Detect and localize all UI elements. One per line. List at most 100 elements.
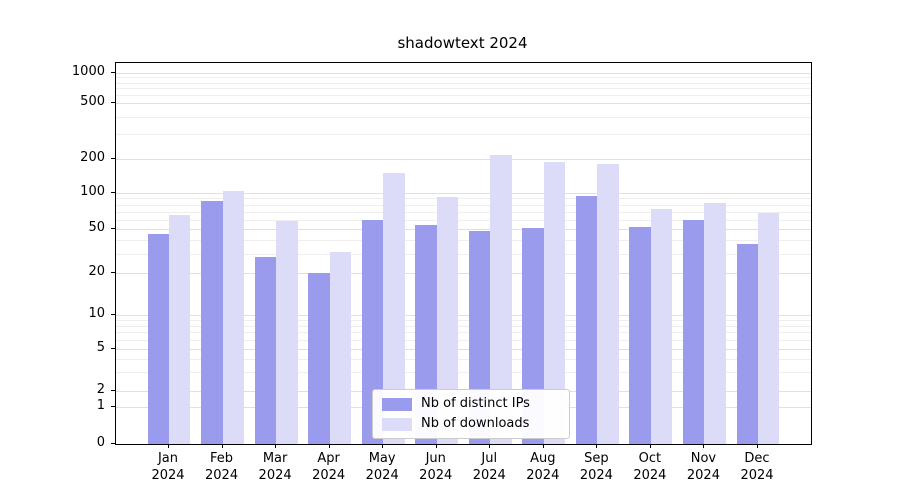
y-tick-mark (111, 228, 115, 230)
y-tick-mark (111, 348, 115, 350)
y-tick-mark (111, 191, 115, 193)
gridline-major (116, 272, 811, 274)
bar-downloads-jul (490, 154, 512, 444)
x-tick-mark (649, 444, 651, 448)
legend-label-downloads: Nb of downloads (421, 416, 530, 431)
bar-downloads-apr (329, 251, 352, 444)
y-tick-label: 50 (88, 220, 105, 236)
bar-downloads-aug (543, 161, 566, 444)
x-tick-label: Feb 2024 (205, 451, 239, 483)
x-tick-mark (542, 444, 544, 448)
legend-swatch-downloads (382, 417, 412, 431)
x-tick-mark (168, 444, 169, 448)
x-tick-label: Jun 2024 (419, 451, 453, 483)
y-tick-label: 200 (80, 150, 105, 165)
y-tick-label: 500 (80, 94, 105, 109)
y-tick-label: 1 (96, 398, 105, 414)
x-tick-label: Oct 2024 (633, 451, 667, 483)
x-tick-label: May 2024 (365, 451, 399, 483)
gridline-minor (116, 239, 811, 241)
y-tick-label: 5 (96, 340, 105, 356)
legend-item-downloads: Nb of downloads (382, 416, 560, 432)
bar-downloads-jan (169, 215, 191, 444)
bar-downloads-nov (704, 203, 726, 444)
gridline-minor (116, 134, 811, 136)
gridline-major (116, 72, 811, 74)
x-tick-mark (275, 444, 277, 448)
x-tick-label: Jul 2024 (472, 451, 506, 483)
y-tick-label: 10 (88, 305, 105, 321)
bar-distinct-ips-jan (147, 234, 169, 444)
gridline-minor (116, 372, 811, 374)
bar-distinct-ips-dec (736, 243, 758, 444)
gridline-major (116, 229, 811, 231)
bar-distinct-ips-mar (254, 256, 277, 444)
y-tick-mark (111, 271, 115, 273)
legend-item-distinct-ips: Nb of distinct IPs (382, 396, 560, 412)
bar-downloads-may (383, 173, 405, 444)
y-tick-mark (111, 390, 115, 392)
gridline-major (116, 314, 811, 316)
y-tick-mark (111, 158, 115, 159)
x-tick-mark (221, 444, 223, 448)
chart-title: shadowtext 2024 (397, 34, 528, 52)
x-tick-mark (328, 444, 330, 448)
bars-layer (116, 63, 811, 444)
x-tick-label: Nov 2024 (686, 451, 720, 483)
x-tick-label: Aug 2024 (526, 451, 560, 483)
gridline-minor (116, 340, 811, 342)
bar-distinct-ips-nov (683, 219, 705, 444)
gridline-major (116, 103, 811, 104)
y-tick-label: 20 (88, 263, 105, 279)
x-tick-mark (596, 444, 598, 448)
gridline-minor (116, 320, 811, 322)
bar-downloads-oct (650, 209, 673, 444)
y-tick-mark (111, 443, 115, 444)
y-tick-mark (111, 102, 115, 103)
gridline-minor (116, 359, 811, 361)
legend: Nb of distinct IPs Nb of downloads (372, 389, 570, 439)
gridline-minor (116, 204, 811, 206)
bar-downloads-mar (276, 221, 298, 444)
x-tick-mark (435, 444, 437, 448)
y-tick-mark (111, 71, 115, 73)
gridline-major (116, 192, 811, 194)
x-tick-label: Sep 2024 (579, 451, 613, 483)
bar-downloads-feb (222, 191, 244, 444)
gridline-minor (116, 88, 811, 90)
legend-swatch-distinct-ips (382, 397, 412, 411)
bar-downloads-dec (757, 213, 780, 444)
plot-area: Nb of distinct IPs Nb of downloads (115, 62, 812, 445)
gridline-minor (116, 219, 811, 221)
gridline-major (116, 159, 811, 160)
y-tick-label: 100 (80, 183, 105, 199)
x-tick-mark (756, 444, 758, 448)
bar-distinct-ips-oct (629, 227, 651, 444)
x-tick-mark (703, 444, 705, 448)
x-tick-label: Jan 2024 (151, 451, 185, 483)
y-tick-label: 2 (96, 382, 105, 398)
x-tick-label: Mar 2024 (258, 451, 292, 483)
bar-distinct-ips-may (361, 219, 384, 444)
y-tick-mark (111, 406, 115, 408)
bar-distinct-ips-feb (201, 201, 223, 444)
bar-downloads-jun (436, 196, 459, 444)
x-tick-label: Dec 2024 (740, 451, 774, 483)
gridline-minor (116, 211, 811, 213)
gridline-minor (116, 198, 811, 200)
bar-distinct-ips-sep (575, 195, 598, 444)
gridline-minor (116, 332, 811, 334)
bar-downloads-sep (597, 164, 619, 444)
x-tick-mark (382, 444, 384, 448)
y-tick-label: 1000 (71, 63, 105, 79)
y-tick-mark (111, 313, 115, 315)
legend-label-distinct-ips: Nb of distinct IPs (421, 396, 530, 411)
gridline-minor (116, 77, 811, 79)
gridline-minor (116, 116, 811, 118)
bar-distinct-ips-apr (308, 272, 330, 444)
x-tick-label: Apr 2024 (312, 451, 346, 483)
gridline-minor (116, 82, 811, 84)
gridline-minor (116, 95, 811, 97)
gridline-minor (116, 325, 811, 327)
